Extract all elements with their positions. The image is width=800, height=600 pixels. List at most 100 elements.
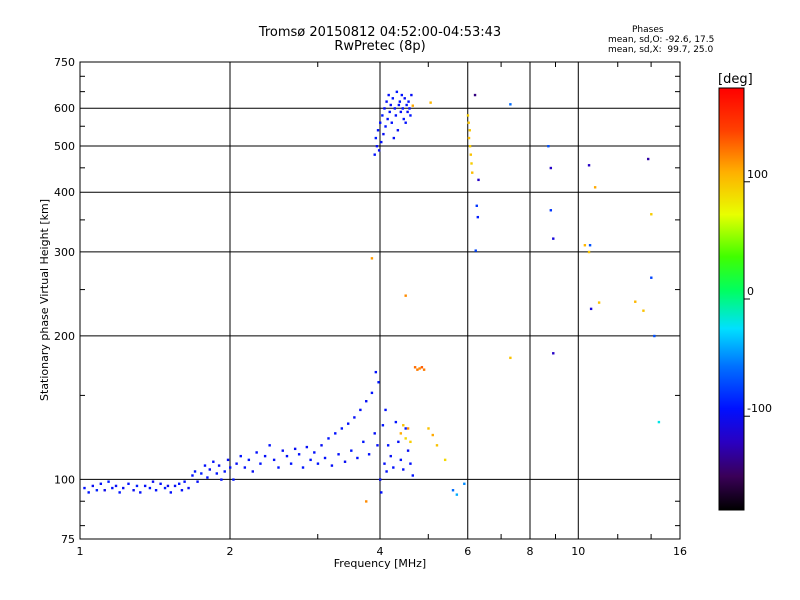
o-mode-point (200, 472, 203, 475)
o-mode-point (396, 129, 400, 132)
o-mode-point (305, 445, 309, 449)
o-mode-point (389, 454, 392, 458)
o-mode-point (409, 114, 412, 117)
o-mode-point (397, 440, 400, 444)
y-tick-label: 300 (54, 246, 75, 259)
o-mode-point (327, 437, 330, 440)
y-tick-label: 75 (61, 533, 75, 546)
x-mode-point (413, 366, 417, 369)
o-mode-point (549, 166, 553, 170)
o-mode-point (410, 93, 413, 97)
o-mode-point (320, 444, 323, 447)
o-mode-point (463, 482, 466, 485)
o-mode-point (476, 215, 480, 219)
o-mode-point (151, 480, 155, 483)
o-mode-point (350, 449, 353, 452)
o-mode-point (132, 489, 135, 492)
o-mode-point (217, 464, 221, 467)
o-mode-point (193, 470, 197, 473)
o-mode-point (91, 484, 95, 488)
o-mode-point (391, 97, 395, 100)
o-mode-point (376, 444, 379, 447)
x-mode-point (406, 427, 410, 430)
o-mode-point (281, 449, 284, 452)
o-mode-point (373, 432, 376, 435)
o-mode-point (406, 449, 410, 452)
o-mode-point (83, 486, 86, 490)
o-mode-point (215, 472, 219, 475)
o-mode-point (340, 427, 344, 430)
o-mode-point (173, 484, 177, 488)
o-mode-point (263, 454, 267, 458)
o-mode-point (474, 249, 477, 252)
x-mode-point (431, 433, 434, 437)
phases-legend-line-x: mean, sd,X: 99.7, 25.0 (608, 45, 714, 55)
o-mode-point (455, 493, 459, 496)
x-mode-point (365, 500, 368, 503)
x-mode-point (402, 424, 405, 427)
o-mode-point (159, 482, 162, 485)
chart-subtitle: RwPretec (8p) (334, 39, 426, 54)
o-mode-point (386, 444, 390, 447)
o-mode-point (367, 453, 371, 456)
o-mode-point (552, 352, 555, 355)
x-tick-label: 16 (673, 545, 687, 558)
o-mode-point (587, 164, 591, 167)
o-mode-point (393, 107, 397, 110)
o-mode-point (154, 489, 158, 492)
plot-frame (79, 61, 681, 540)
o-mode-point (385, 470, 388, 473)
o-mode-point (552, 237, 555, 240)
o-mode-point (383, 462, 386, 465)
x-mode-point (435, 444, 439, 447)
x-mode-point (467, 136, 471, 140)
colorbar-tick-label: 100 (747, 168, 768, 181)
colorbar-tick-label: -100 (747, 402, 772, 415)
o-mode-point (477, 178, 480, 182)
o-mode-point (103, 489, 106, 492)
o-mode-point (379, 121, 382, 124)
o-mode-point (239, 454, 242, 458)
x-mode-point (422, 368, 426, 371)
x-mode-point (409, 440, 412, 444)
o-mode-point (509, 103, 512, 106)
x-mode-point (418, 367, 421, 370)
o-mode-point (163, 486, 167, 490)
o-mode-point (95, 489, 99, 492)
x-tick-label: 8 (527, 545, 534, 558)
o-mode-point (380, 491, 383, 494)
o-mode-point (411, 474, 414, 477)
o-mode-point (359, 408, 362, 412)
o-mode-point (206, 476, 209, 479)
phases-legend-line-o: mean, sd,O: -92.6, 17.5 (608, 35, 715, 45)
o-mode-point (399, 110, 403, 114)
o-mode-point (114, 484, 118, 488)
o-mode-point (475, 204, 478, 207)
y-tick-label: 200 (54, 330, 75, 343)
colorbar-tick-label: 0 (747, 285, 754, 298)
x-mode-point (587, 250, 591, 254)
x-tick-label: 2 (227, 545, 234, 558)
o-mode-point (388, 110, 391, 114)
y-tick-label: 100 (54, 473, 75, 486)
o-mode-point (657, 420, 661, 424)
o-mode-point (373, 153, 376, 156)
o-mode-point (309, 458, 312, 462)
o-mode-point (401, 107, 404, 110)
o-mode-point (392, 466, 395, 469)
x-mode-point (466, 114, 470, 117)
x-mode-point (509, 356, 512, 360)
o-mode-point (400, 93, 404, 97)
x-mode-point (404, 437, 407, 440)
o-mode-point (374, 370, 378, 374)
o-mode-point (376, 129, 380, 132)
o-mode-point (589, 307, 593, 311)
o-mode-point (334, 432, 337, 435)
o-mode-point (208, 468, 211, 471)
y-tick-label: 600 (54, 102, 75, 115)
o-mode-point (395, 90, 399, 94)
o-mode-point (382, 132, 385, 136)
o-mode-point (392, 136, 396, 140)
o-mode-point (99, 482, 103, 485)
o-mode-point (143, 484, 147, 488)
